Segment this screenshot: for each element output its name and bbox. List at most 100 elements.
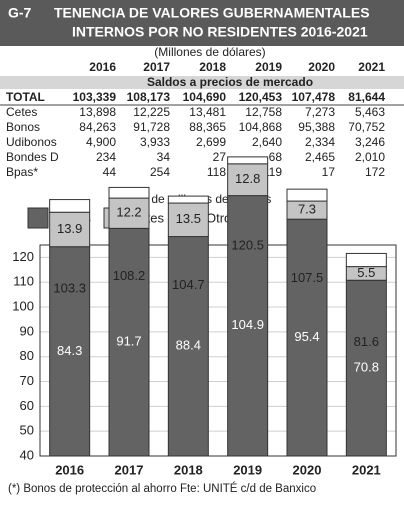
y-tick-label: 50	[20, 423, 34, 438]
bar-segment	[108, 227, 150, 457]
cell: 103,339	[73, 90, 117, 104]
column-header: 2020	[308, 60, 335, 74]
cell: 3,933	[140, 135, 170, 149]
cell: 88,365	[189, 120, 226, 134]
row-label: TOTAL	[6, 90, 45, 104]
y-tick-label: 90	[20, 323, 34, 338]
row-label: Cetes	[6, 105, 37, 119]
column-header: 2019	[255, 60, 282, 74]
data-label: 13.5	[176, 211, 201, 226]
x-tick-label: 2018	[174, 462, 203, 477]
header-title: TENENCIA DE VALORES GUBERNAMENTALES	[54, 5, 370, 21]
cell: 2,465	[305, 150, 335, 164]
row-label: Udibonos	[6, 135, 57, 149]
cell: 44	[103, 165, 117, 179]
data-label: 88.4	[176, 338, 201, 353]
cell: 68	[269, 150, 283, 164]
row-label: Bonos	[6, 120, 40, 134]
cell: 104,868	[239, 120, 283, 134]
cell: 4,900	[86, 135, 116, 149]
cell: 107,478	[292, 90, 336, 104]
cell: 120,453	[239, 90, 283, 104]
bar-segment	[49, 199, 91, 213]
y-tick-label: 110	[13, 274, 34, 289]
x-tick-label: 2017	[115, 462, 144, 477]
plot-frame	[39, 244, 397, 457]
table-unit: (Millones de dólares)	[154, 45, 265, 59]
cell: 3,246	[355, 135, 385, 149]
column-header: 2016	[89, 60, 116, 74]
x-tick-label: 2021	[352, 462, 381, 477]
column-header: 2021	[358, 60, 385, 74]
bar-segment	[286, 188, 328, 202]
header-label: G-7	[8, 5, 32, 21]
total-label: 108.2	[113, 268, 146, 283]
cell: 13,898	[79, 105, 116, 119]
cell: 118	[207, 165, 226, 179]
data-label: 12.2	[116, 205, 141, 220]
cell: 172	[365, 165, 385, 179]
y-tick-label: 60	[20, 398, 34, 413]
bar-segment	[227, 156, 269, 165]
data-label: 95.4	[294, 329, 319, 344]
y-tick-label: 80	[20, 348, 34, 363]
data-label: 70.8	[354, 360, 379, 375]
column-header: 2017	[143, 60, 170, 74]
cell: 17	[322, 165, 336, 179]
footer: (*) Bonos de protección al ahorro Fte: U…	[8, 482, 316, 495]
bar-segment	[49, 246, 91, 457]
bar-segment	[227, 195, 269, 457]
data-label: 84.3	[57, 343, 82, 358]
row-label: Bpas*	[6, 165, 38, 179]
data-label: 5.5	[357, 265, 375, 280]
y-tick-label: 100	[12, 298, 34, 313]
section-band	[0, 76, 404, 89]
cell: 81,644	[348, 90, 385, 104]
bar-segment	[345, 279, 387, 457]
y-tick-label: 120	[12, 249, 34, 264]
cell: 2,334	[305, 135, 335, 149]
data-label: 91.7	[116, 334, 141, 349]
cell: 34	[157, 150, 171, 164]
data-label: 13.9	[57, 221, 82, 236]
x-tick-label: 2016	[55, 462, 84, 477]
total-label: 81.6	[354, 334, 379, 349]
cell: 2,640	[252, 135, 282, 149]
cell: 84,263	[79, 120, 116, 134]
cell: 234	[96, 150, 116, 164]
bar-segment	[167, 236, 209, 457]
header-band	[0, 0, 404, 46]
total-label: 104.7	[172, 277, 205, 292]
cell: 2,699	[196, 135, 226, 149]
cell: 254	[150, 165, 170, 179]
data-label: 104.9	[231, 317, 264, 332]
total-label: 103.3	[53, 280, 86, 295]
cell: 7,273	[305, 105, 335, 119]
total-label: 120.5	[231, 238, 264, 253]
bar-segment	[167, 202, 209, 238]
cell: 95,388	[298, 120, 335, 134]
y-tick-label: 70	[20, 373, 34, 388]
cell: 70,752	[348, 120, 385, 134]
cell: 13,481	[189, 105, 226, 119]
legend-swatch	[27, 207, 49, 229]
cell: 12,758	[245, 105, 282, 119]
cell: 12,225	[133, 105, 170, 119]
cell: 104,690	[183, 90, 227, 104]
x-tick-label: 2019	[233, 462, 262, 477]
bar-segment	[286, 218, 328, 457]
x-tick-label: 2020	[293, 462, 322, 477]
cell: 2,010	[355, 150, 385, 164]
y-tick-label: 40	[20, 447, 34, 462]
data-label: 7.3	[298, 202, 316, 217]
cell: 108,173	[127, 90, 171, 104]
cell: 5,463	[355, 105, 385, 119]
total-label: 107.5	[291, 270, 324, 285]
table-section: Saldos a precios de mercado	[147, 75, 313, 89]
header-title: INTERNOS POR NO RESIDENTES 2016-2021	[72, 24, 368, 40]
row-label: Bondes D	[6, 150, 59, 164]
cell: 27	[213, 150, 227, 164]
bar-segment	[108, 186, 150, 199]
bar-segment	[345, 252, 387, 268]
